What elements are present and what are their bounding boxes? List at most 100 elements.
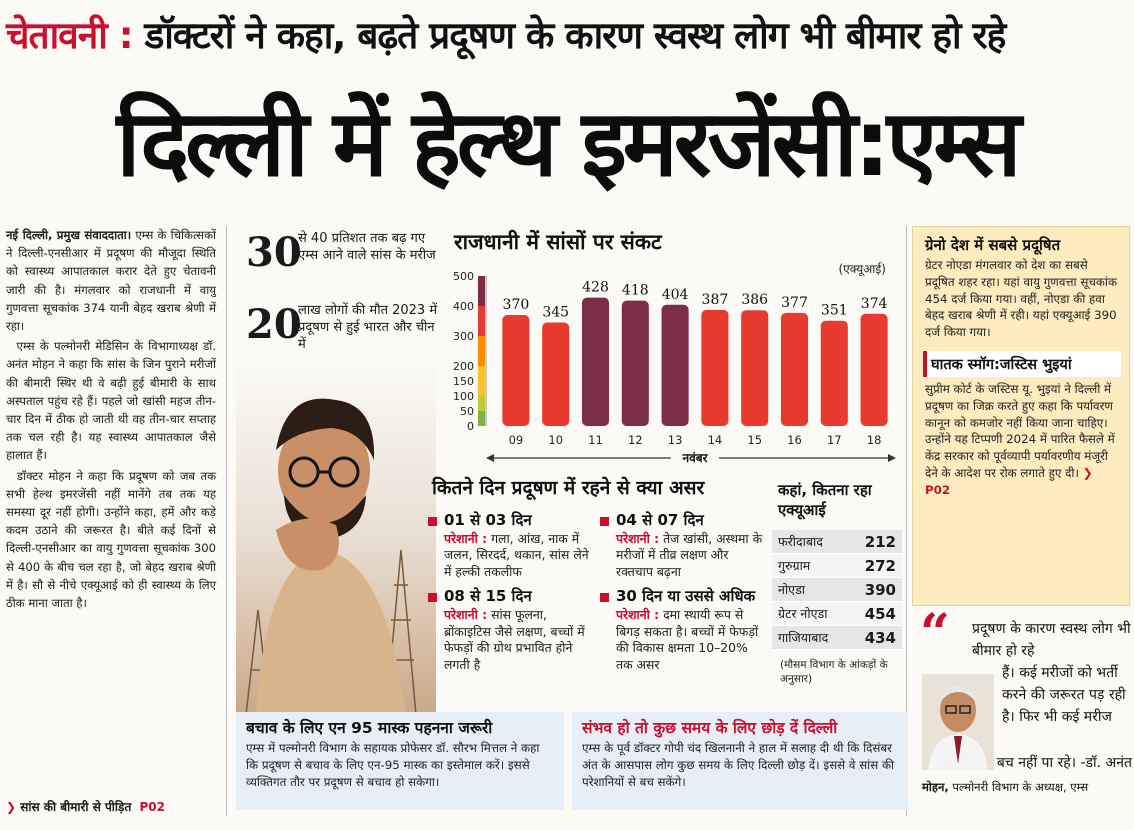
y-tick-label: 100 [453, 390, 474, 403]
quote-designation: पल्मोनरी विभाग के अध्यक्ष, एम्स [952, 780, 1089, 794]
chart-bar [860, 313, 888, 426]
stats-panel: 30 से 40 प्रतिशत तक बढ़ गए एम्स आने वाले… [246, 230, 446, 380]
city-name: गुरुग्राम [778, 558, 811, 573]
arrow-left-icon [486, 454, 494, 462]
x-axis-label: नवंबर [681, 451, 708, 465]
photo-illustration [236, 360, 436, 715]
impact-heading: 04 से 07 दिन [616, 511, 704, 529]
aqi-value: 434 [864, 628, 896, 647]
bar-value-label: 428 [582, 280, 609, 296]
bottom-box-body: एम्स में पल्मोनरी विभाग के सहायक प्रोफेस… [246, 741, 540, 789]
column-divider [226, 226, 227, 816]
doctor-portrait [922, 674, 994, 770]
bullet-square-icon [428, 517, 437, 526]
impact-heading: 01 से 03 दिन [444, 511, 532, 529]
chart-bar [780, 312, 809, 426]
bottom-box-title: संभव हो तो कुछ समय के लिए छोड़ दें दिल्ल… [582, 719, 838, 737]
bullet-square-icon [600, 593, 609, 603]
y-tick-label: 300 [453, 330, 474, 343]
article-paragraph-1: एम्स के चिकित्सकों ने दिल्ली-एनसीआर में … [6, 228, 217, 334]
stat-row: 20 लाख लोगों की मौत 2023 में प्रदूषण से … [246, 302, 446, 374]
city-name: नोएडा [778, 582, 806, 597]
stat-number: 20 [246, 301, 302, 348]
arrow-right-icon [888, 454, 896, 462]
bar-value-label: 374 [861, 296, 888, 312]
continued-text: सांस की बीमारी से पीड़ित [20, 799, 132, 814]
bottom-box-leave-delhi: संभव हो तो कुछ समय के लिए छोड़ दें दिल्ल… [572, 712, 908, 810]
chart-bar [502, 315, 530, 426]
impact-text: तेज खांसी, अस्थमा के मरीजों में तीव्र लक… [616, 530, 763, 579]
bar-value-label: 377 [781, 295, 808, 311]
x-tick-label: 11 [588, 433, 603, 447]
impact-item: 08 से 15 दिन परेशानी : सांस फूलना, ब्रों… [424, 588, 596, 673]
bottom-box-body: एम्स के पूर्व डॉक्टर गोपी चंद खिलनानी ने… [582, 741, 895, 789]
y-tick-label: 50 [460, 405, 474, 418]
quote-line-2: हैं। कई मरीजों को भर्ती करने की जरूरत पड… [1002, 665, 1126, 725]
sidebar-body-2: सुप्रीम कोर्ट के जस्टिस यू. भुइयां ने दि… [913, 381, 1129, 499]
sidebar-subtitle: घातक स्मॉग:जस्टिस भुइयां [923, 350, 1121, 377]
bar-value-label: 351 [821, 303, 848, 319]
x-tick-label: 15 [747, 433, 762, 447]
impact-title: कितने दिन प्रदूषण में रहने से क्या असर [432, 477, 705, 499]
chart-title: राजधानी में सांसों पर संकट [454, 230, 662, 254]
quote-line-1: प्रदूषण के कारण स्वस्थ लोग भी बीमार हो र… [972, 621, 1131, 659]
impact-label: परेशानी : [444, 530, 488, 546]
aqi-scale-band [478, 306, 485, 336]
impact-item: 30 दिन या उससे अधिक परेशानी : दमा स्थायी… [596, 588, 768, 673]
x-tick-label: 10 [548, 433, 563, 447]
bottom-box-mask: बचाव के लिए एन 95 मास्क पहनना जरूरी एम्स… [236, 712, 564, 810]
continued-page: P02 [139, 799, 165, 814]
quote-mark-icon: “ [920, 603, 950, 664]
impact-text: सांस फूलना, ब्रोंकाइटिस जैसे लक्षण, बच्च… [444, 606, 585, 672]
chart-svg: 0 50 100 150 200 300 400 500 370 09 345 10 428 11 418 1… [453, 270, 896, 466]
x-tick-label: 16 [787, 433, 802, 447]
chart-bar [581, 297, 610, 426]
aqi-source-note: (मौसम विभाग के आंकड़ों के अनुसार) [780, 659, 888, 685]
aqi-value: 390 [864, 580, 896, 599]
y-tick-label: 400 [453, 300, 474, 313]
bullet-square-icon [428, 593, 437, 603]
chart-bar [661, 304, 689, 426]
chart-bar [542, 322, 570, 426]
table-row: गुरुग्राम 272 [772, 554, 902, 578]
bar-value-label: 404 [662, 287, 689, 303]
x-tick-label: 12 [628, 433, 643, 447]
stat-text: से 40 प्रतिशत तक बढ़ गए एम्स आने वाले सा… [298, 231, 436, 263]
impact-text: गला, आंख, नाक में जलन, सिरदर्द, थकान, सा… [444, 530, 589, 579]
column-divider [906, 226, 907, 816]
article-paragraph-3: डॉक्टर मोहन ने कहा कि प्रदूषण को जब तक स… [6, 468, 216, 611]
sidebar-box: ग्रेनो देश में सबसे प्रदूषित ग्रेटर नोएड… [912, 226, 1130, 606]
bar-value-label: 386 [741, 292, 768, 308]
sidebar-page-ref[interactable]: P02 [925, 482, 951, 497]
table-row: गाजियाबाद 434 [772, 626, 902, 650]
headline: दिल्ली में हेल्थ इमरजेंसी:एम्स [116, 90, 1022, 197]
quote-attribution: मोहन, पल्मोनरी विभाग के अध्यक्ष, एम्स [922, 778, 1134, 796]
aqi-table: कहां, कितना रहा एक्यूआई फरीदाबाद 212 गुरु… [772, 480, 902, 705]
chevron-right-icon: ❯ [6, 799, 17, 814]
impact-item: 04 से 07 दिन परेशानी : तेज खांसी, अस्थमा… [596, 512, 768, 580]
quote-line-3: बच नहीं पा रहे। -डॉ. अनंत [996, 755, 1132, 771]
y-tick-label: 200 [453, 360, 474, 373]
table-row: फरीदाबाद 212 [772, 530, 902, 554]
impact-heading: 08 से 15 दिन [444, 587, 532, 606]
x-tick-label: 09 [509, 433, 524, 447]
impact-grid: 01 से 03 दिन परेशानी : गला, आंख, नाक में… [424, 512, 768, 673]
table-row: ग्रेटर नोएडा 454 [772, 602, 902, 626]
continued-link[interactable]: ❯ सांस की बीमारी से पीड़ित P02 [6, 798, 165, 816]
chart-unit-label: (एक्यूआई) [838, 262, 886, 276]
kicker-text: डॉक्टरों ने कहा, बढ़ते प्रदूषण के कारण स… [144, 14, 1006, 57]
stat-text: लाख लोगों की मौत 2023 में प्रदूषण से हुई… [298, 303, 438, 352]
aqi-scale-band [478, 366, 485, 396]
aqi-scale-band [478, 411, 485, 426]
x-tick-label: 18 [867, 433, 882, 447]
kicker: चेतावनी : डॉक्टरों ने कहा, बढ़ते प्रदूषण… [6, 4, 1130, 68]
chart-bar [741, 310, 769, 426]
article-left-column: नई दिल्ली, प्रमुख संवाददाता। एम्स के चिक… [6, 226, 216, 816]
sidebar-title: ग्रेनो देश में सबसे प्रदूषित [925, 236, 1061, 254]
sidebar-body: ग्रेटर नोएडा मंगलवार को देश का सबसे प्रद… [925, 258, 1117, 340]
chart-bar [621, 300, 649, 426]
aqi-value: 212 [864, 532, 896, 551]
impact-label: परेशानी : [444, 606, 488, 622]
kicker-label: चेतावनी : [6, 14, 134, 57]
impact-heading: 30 दिन या उससे अधिक [616, 587, 756, 606]
